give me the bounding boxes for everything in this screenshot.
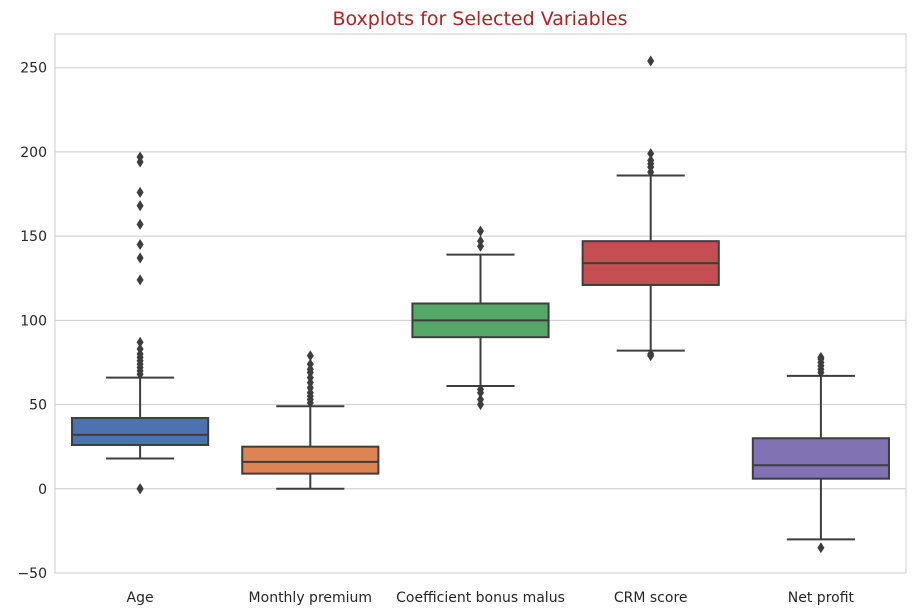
y-axis-ticks: −50 0 50 100 150 200 250 <box>17 61 47 582</box>
outlier-point <box>817 542 825 554</box>
box-iqr <box>241 445 380 475</box>
outlier-point <box>817 351 825 363</box>
outlier-point <box>647 148 655 160</box>
chart-title: Boxplots for Selected Variables <box>332 8 627 30</box>
x-axis-ticks: Age Monthly premium Coefficient bonus malu… <box>127 590 855 606</box>
y-tick-label: 0 <box>38 482 47 498</box>
outlier-point <box>647 348 655 360</box>
outlier-point <box>136 200 144 212</box>
box-iqr <box>71 417 210 446</box>
y-tick-label: 100 <box>20 313 47 329</box>
y-tick-label: 150 <box>20 229 47 245</box>
outlier-point <box>136 218 144 230</box>
box-group <box>241 350 380 490</box>
outlier-point <box>136 343 144 355</box>
outlier-point <box>306 358 314 370</box>
y-tick-label: 50 <box>29 398 47 414</box>
outlier-point <box>477 394 484 406</box>
outlier-point <box>647 154 655 166</box>
outlier-point <box>136 239 144 251</box>
outlier-point <box>647 55 655 67</box>
outlier-point <box>306 350 314 362</box>
box-group <box>411 225 550 411</box>
outlier-point <box>136 483 144 495</box>
outlier-point <box>136 336 144 348</box>
outlier-point <box>136 252 144 264</box>
box-group <box>71 151 210 495</box>
outlier-point <box>136 186 144 198</box>
outlier-point <box>477 235 484 247</box>
y-tick-label: 200 <box>20 145 47 161</box>
box-group <box>751 351 890 554</box>
outlier-point <box>477 225 484 237</box>
x-tick-label: Monthly premium <box>249 590 373 606</box>
y-tick-label: 250 <box>20 61 47 77</box>
x-tick-label: CRM score <box>614 590 688 606</box>
y-tick-label: −50 <box>17 566 47 582</box>
x-tick-label: Coefficient bonus malus <box>396 590 565 606</box>
box-iqr <box>751 437 890 480</box>
box-group <box>581 55 720 362</box>
outlier-point <box>136 151 144 163</box>
x-tick-label: Age <box>127 590 154 606</box>
boxes <box>71 55 890 554</box>
outlier-point <box>477 383 484 395</box>
outlier-point <box>136 274 144 286</box>
plot-frame <box>54 33 907 574</box>
x-tick-label: Net profit <box>788 590 855 606</box>
